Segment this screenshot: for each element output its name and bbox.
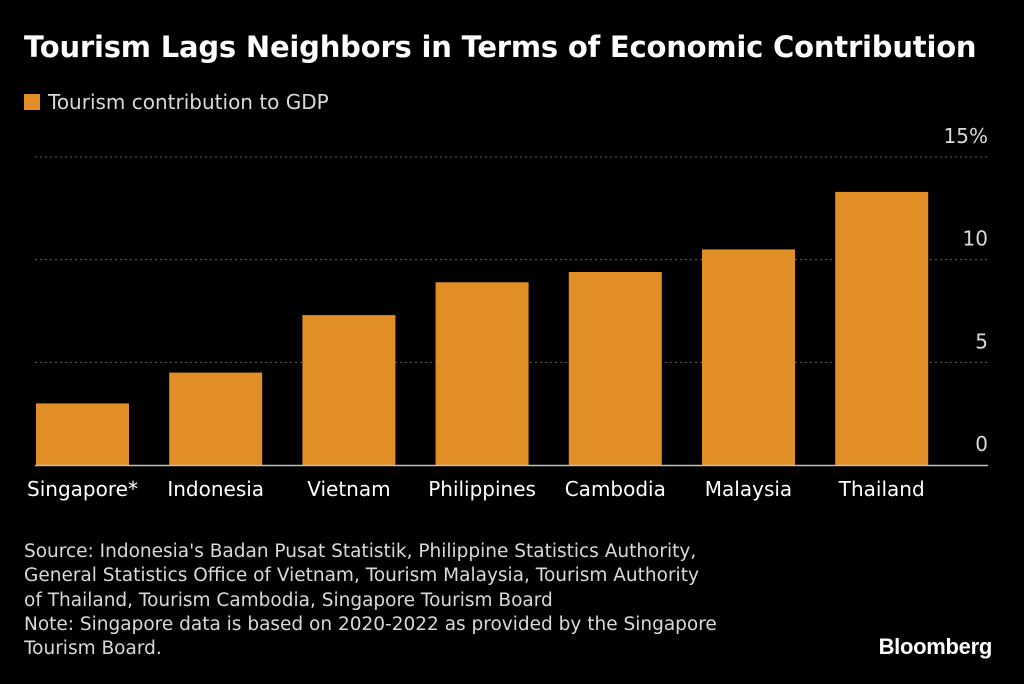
x-tick-label: Philippines [428, 477, 536, 501]
y-tick-label: 5 [975, 329, 988, 353]
bar [702, 249, 795, 465]
source-line: of Thailand, Tourism Cambodia, Singapore… [24, 589, 553, 611]
note-line: Tourism Board. [24, 638, 162, 660]
bar [169, 372, 263, 465]
chart-title: Tourism Lags Neighbors in Terms of Econo… [24, 30, 977, 64]
bloomberg-logo: Bloomberg [878, 634, 993, 659]
legend-label: Tourism contribution to GDP [48, 90, 329, 114]
x-tick-label: Vietnam [307, 477, 390, 501]
bar [302, 315, 396, 465]
bar-chart: 0 5 10 15% Singapore* Indonesia Vietnam Philipp… [27, 124, 988, 501]
x-tick-label: Thailand [838, 477, 925, 501]
bar [435, 282, 529, 465]
legend: Tourism contribution to GDP [24, 90, 329, 114]
bar [835, 191, 929, 465]
source-note: Source: Indonesia's Badan Pusat Statisti… [24, 540, 717, 661]
x-tick-label: Malaysia [705, 477, 792, 501]
bar [568, 271, 662, 465]
source-line: General Statistics Office of Vietnam, To… [24, 565, 699, 587]
x-tick-label: Cambodia [565, 477, 666, 501]
legend-swatch [24, 94, 40, 110]
bar [36, 403, 129, 465]
y-tick-label: 0 [975, 432, 988, 456]
y-tick-label: 10 [963, 227, 988, 251]
x-tick-label: Singapore* [27, 477, 138, 501]
y-tick-label: 15% [944, 124, 988, 148]
source-line: Source: Indonesia's Badan Pusat Statisti… [24, 541, 697, 562]
note-line: Note: Singapore data is based on 2020-20… [24, 613, 717, 635]
x-tick-label: Indonesia [167, 477, 264, 501]
